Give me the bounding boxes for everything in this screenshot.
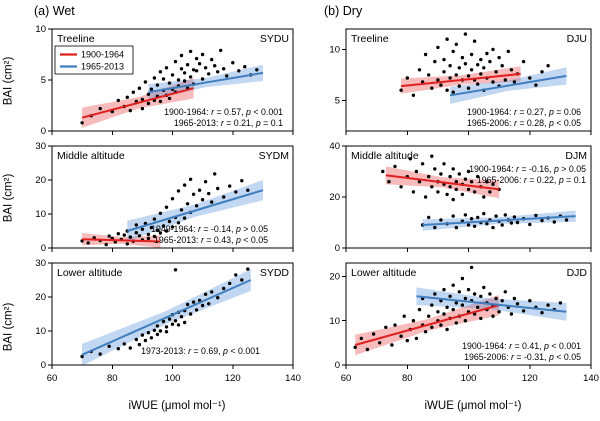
panel-label: Treeline <box>351 33 389 45</box>
y-tick-label: 20 <box>329 272 340 283</box>
y-tick-label: 5 <box>335 96 340 107</box>
column-header-dry: (b) Dry <box>324 4 363 18</box>
panel-row: 0 10 20 60 80 100 120 140 Lower altitude DJD 1900-… <box>310 258 600 395</box>
axis-ticks <box>48 145 294 252</box>
stats-annotation: 1900-1964: r = 0.27, p = 0.06 <box>467 107 581 117</box>
legend-label: 1900-1964 <box>81 50 124 60</box>
y-tick-label: 30 <box>35 141 46 152</box>
axis-ticks <box>342 145 592 252</box>
y-tick-label: 40 <box>329 141 340 152</box>
panel-row: BAI (cm²) 0 10 20 30 60 80 100 120 140 Lower alti… <box>0 258 302 395</box>
regression-lines <box>82 189 264 243</box>
x-axis-title-wet: iWUE (μmol mol⁻¹) <box>128 400 226 412</box>
stats-annotation: 1949-1964: r = -0.14, p > 0.05 <box>151 224 268 234</box>
axis-ticks <box>48 28 294 135</box>
axis-ticks <box>48 262 294 369</box>
figure: (a) Wet BAI (cm²) 0 5 10 Treeline SYDU 1900-1… <box>0 4 600 416</box>
panel-djd: 0 10 20 60 80 100 120 140 Lower altitude DJD 1900-… <box>329 262 599 384</box>
x-tick-label: 80 <box>107 373 118 384</box>
y-tick-label: 10 <box>35 209 46 220</box>
y-tick-label: 20 <box>329 192 340 203</box>
y-tick-label: 10 <box>329 316 340 327</box>
regression-lines <box>354 295 567 346</box>
y-tick-label: 0 <box>335 360 340 371</box>
panel-sydm: 0 10 20 30 Middle altitude SYDM 1949-1964: r =… <box>35 141 294 254</box>
panel-row: BAI (cm²) 0 5 10 Treeline SYDU 1900-1964 1965-… <box>0 24 302 138</box>
regression-lines <box>81 71 264 119</box>
regression-lines <box>81 279 252 356</box>
panel-label: Lower altitude <box>57 267 123 279</box>
site-code: SYDD <box>260 267 290 279</box>
legend-label: 1965-2013 <box>81 62 124 72</box>
panel-sydd: 0 10 20 30 60 80 100 120 140 Lower altitude SYDD 19… <box>35 258 301 384</box>
y-tick-label: 20 <box>35 175 46 186</box>
x-tick-label: 100 <box>165 373 181 384</box>
legend: 1900-1964 1965-2013 <box>54 45 134 75</box>
y-tick-label: 10 <box>35 326 46 337</box>
stats-annotation: 1965-2006: r = 0.22, p = 0.1 <box>477 175 586 185</box>
stats-annotation: 1965-2013: r = 0.21, p = 0.1 <box>174 118 283 128</box>
panel-djm: 0 20 40 Middle altitude DJM 1900-1964: r = -0… <box>329 141 592 254</box>
y-tick-label: 30 <box>35 258 46 269</box>
panel-label: Middle altitude <box>351 150 419 162</box>
site-code: DJU <box>567 33 587 45</box>
stats-annotation: 1900-1964: r = 0.41, p < 0.001 <box>462 341 581 351</box>
column-header-wet: (a) Wet <box>34 4 75 18</box>
panel-row: BAI (cm²) 0 10 20 30 Middle altitude SYDM 1949… <box>0 141 302 255</box>
x-tick-label: 60 <box>47 373 58 384</box>
panel-label: Treeline <box>57 33 95 45</box>
x-tick-label: 140 <box>285 373 301 384</box>
x-tick-label: 120 <box>225 373 241 384</box>
x-tick-label: 60 <box>341 373 352 384</box>
panel-label: Middle altitude <box>57 150 125 162</box>
regression-lines <box>400 72 567 97</box>
stats-annotation: 1965-2006: r = 0.28, p < 0.05 <box>467 118 581 128</box>
y-tick-label: 0 <box>41 126 46 137</box>
axis-ticks <box>342 275 592 369</box>
regression-lines <box>385 174 576 226</box>
y-tick-label: 20 <box>35 292 46 303</box>
y-axis-title: BAI (cm²) <box>2 56 14 106</box>
y-tick-label: 10 <box>35 24 46 35</box>
panel-row: 5 10 Treeline DJU 1900-1964: r = 0.27, p = 0… <box>310 24 600 138</box>
stats-annotation: 1973-2013: r = 0.69, p < 0.001 <box>141 346 260 356</box>
site-code: DJD <box>567 267 588 279</box>
wet-column: (a) Wet BAI (cm²) 0 5 10 Treeline SYDU 1900-1… <box>0 4 302 416</box>
y-tick-label: 0 <box>41 243 46 254</box>
panel-row: 0 20 40 Middle altitude DJM 1900-1964: r = -0… <box>310 141 600 255</box>
panel-label: Lower altitude <box>351 267 417 279</box>
stats-annotation: 1900-1964: r = 0.57, p < 0.001 <box>164 107 283 117</box>
stats-annotation: 1965-2013: r = 0.43, p < 0.05 <box>154 235 268 245</box>
y-axis-title: BAI (cm²) <box>2 302 14 351</box>
panel-dju: 5 10 Treeline DJU 1900-1964: r = 0.27, p = 0… <box>329 28 592 135</box>
y-tick-label: 5 <box>41 75 46 86</box>
axis-ticks <box>342 48 592 135</box>
x-tick-label: 120 <box>522 373 538 384</box>
x-tick-label: 80 <box>402 373 413 384</box>
y-tick-label: 10 <box>329 45 340 56</box>
x-tick-label: 140 <box>583 373 599 384</box>
site-code: DJM <box>565 150 587 162</box>
x-tick-label: 100 <box>461 373 477 384</box>
y-axis-title: BAI (cm²) <box>2 173 14 223</box>
site-code: SYDU <box>260 33 289 45</box>
x-axis-title-dry: iWUE (μmol mol⁻¹) <box>424 400 522 412</box>
y-tick-label: 0 <box>41 360 46 371</box>
y-tick-label: 0 <box>335 243 340 254</box>
stats-annotation: 1965-2006: r = -0.31, p < 0.05 <box>464 352 581 362</box>
stats-annotation: 1900-1964: r = -0.16, p > 0.05 <box>469 164 586 174</box>
site-code: SYDM <box>259 150 289 162</box>
dry-column: (b) Dry 5 10 Treeline DJU 1900-1964: r = 0.2… <box>310 4 600 416</box>
scatter-points <box>399 32 550 98</box>
